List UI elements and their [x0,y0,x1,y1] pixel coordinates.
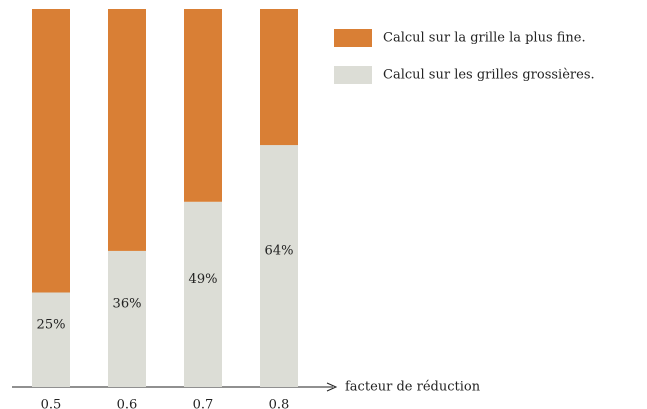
data-label: 49% [189,272,218,287]
x-tick-label: 0.6 [117,398,138,409]
legend-swatch [334,29,372,47]
legend-label: Calcul sur la grille la plus fine. [383,31,586,46]
bar-segment [32,292,70,387]
x-tick-label: 0.8 [269,398,290,409]
bar-segment [260,9,298,146]
legend-swatch [334,66,372,84]
bar-segment [32,9,70,293]
bar-segment [260,145,298,387]
bar-segment [184,201,222,387]
bar-segment [108,250,146,387]
x-tick-label: 0.7 [193,398,214,409]
bar-segment [108,9,146,251]
x-tick-label: 0.5 [41,398,62,409]
bar-segment [184,9,222,202]
legend-label: Calcul sur les grilles grossières. [383,68,595,83]
data-label: 64% [265,244,294,259]
data-label: 36% [113,296,142,311]
data-label: 25% [37,317,66,332]
x-axis-label: facteur de réduction [345,380,481,395]
x-axis-arrow [326,382,338,392]
